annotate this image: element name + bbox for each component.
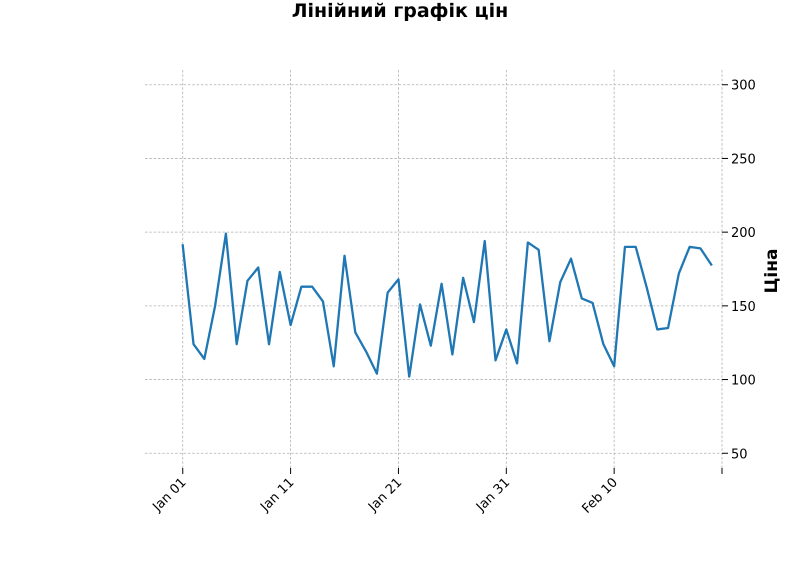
price-series-line bbox=[181, 232, 713, 378]
axes: Jan 01 Jan 11 Jan 21 Jan 31 Feb 10 300 250 200 1… bbox=[149, 79, 755, 517]
x-tick-label: Jan 01 bbox=[149, 475, 189, 515]
series-layer bbox=[181, 232, 713, 378]
x-tick-label: Feb 10 bbox=[579, 475, 621, 517]
y-axis-label: Ціна bbox=[762, 249, 782, 294]
chart-title: Лінійний графік цін bbox=[292, 0, 509, 22]
grid bbox=[145, 70, 723, 468]
y-tick-label: 50 bbox=[731, 447, 748, 462]
y-tick-label: 100 bbox=[731, 374, 756, 389]
y-tick-label: 250 bbox=[731, 152, 756, 167]
y-tick-label: 200 bbox=[731, 226, 756, 241]
y-tick-label: 300 bbox=[731, 79, 756, 94]
x-tick-label: Jan 11 bbox=[257, 475, 297, 515]
x-tick-label: Jan 31 bbox=[473, 475, 513, 515]
x-tick-label: Jan 21 bbox=[365, 475, 405, 515]
y-tick-label: 150 bbox=[731, 300, 756, 315]
